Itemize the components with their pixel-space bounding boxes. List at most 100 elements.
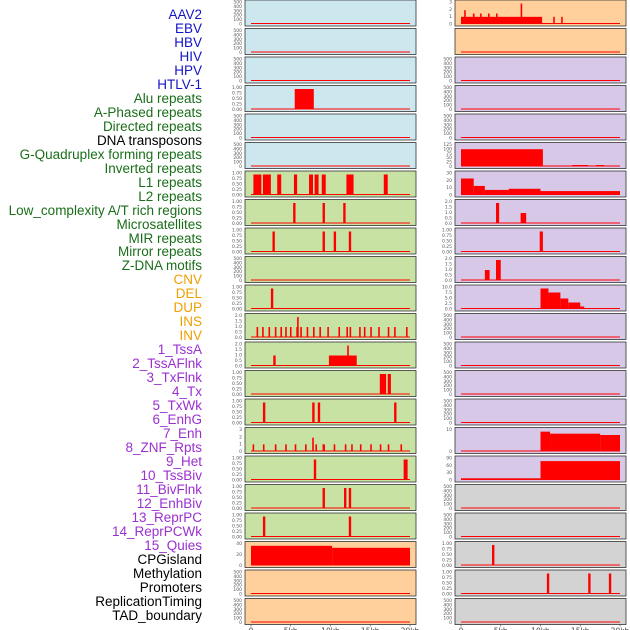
data-bar <box>370 327 372 337</box>
x-tick-label: 10kb <box>531 627 550 630</box>
y-tick-label: 500 <box>233 598 242 604</box>
data-bar <box>461 178 474 195</box>
data-bar <box>403 459 408 480</box>
y-tick-label: 1.00 <box>442 570 452 576</box>
y-tick-label: 200 <box>443 326 452 332</box>
y-tick-label: 0 <box>449 107 452 113</box>
y-tick-label: 0 <box>239 22 242 28</box>
track-label: 6_EnhG <box>152 412 202 428</box>
track-panel <box>244 0 417 27</box>
track-label: EBV <box>174 20 202 36</box>
y-tick-label: 400 <box>233 574 242 580</box>
track-label: 14_ReprPCWk <box>111 523 202 539</box>
y-tick-label: 20 <box>236 552 242 558</box>
y-tick-label: 300 <box>233 37 242 43</box>
y-tick-label: 0 <box>449 449 452 455</box>
data-bar <box>588 573 591 594</box>
y-tick-label: 0.25 <box>232 387 242 393</box>
y-tick-label: 0.75 <box>232 404 242 410</box>
data-bar <box>253 174 262 195</box>
y-tick-label: 5.0 <box>445 296 452 302</box>
y-tick-label: 100 <box>233 274 242 280</box>
data-bar <box>548 292 561 309</box>
y-tick-label: 200 <box>443 127 452 133</box>
y-tick-label: 0.00 <box>232 506 242 512</box>
y-tick-label: 1.5 <box>445 262 452 268</box>
data-bar <box>560 298 569 309</box>
y-tick-label: 0.00 <box>232 392 242 398</box>
y-tick-label: 100 <box>443 74 452 80</box>
y-tick-label: 0 <box>239 563 242 569</box>
y-tick-label: 0.50 <box>442 581 452 587</box>
data-bar <box>306 327 309 337</box>
data-bar <box>520 3 523 24</box>
y-tick-label: 400 <box>443 374 452 380</box>
y-tick-label: 0 <box>449 364 452 370</box>
data-bar <box>322 488 325 508</box>
y-tick-label: 0 <box>239 50 242 56</box>
data-bar <box>262 444 265 451</box>
y-tick-label: 500 <box>233 114 242 120</box>
y-tick-label: 500 <box>443 399 452 405</box>
y-tick-label: 400 <box>443 602 452 608</box>
track-panel <box>244 512 417 540</box>
y-tick-label: 0.25 <box>442 244 452 250</box>
y-tick-label: 100 <box>233 17 242 23</box>
y-tick-label: 500 <box>233 57 242 63</box>
y-tick-label: 1.00 <box>442 228 452 234</box>
y-tick-label: 0.0 <box>235 364 242 370</box>
track-label: TAD_boundary <box>112 607 202 623</box>
data-bar <box>274 444 277 451</box>
data-bar <box>520 213 527 223</box>
y-tick-label: 0 <box>449 620 452 626</box>
y-tick-label: 0.50 <box>232 210 242 216</box>
y-tick-label: 0 <box>449 421 452 427</box>
y-tick-label: 500 <box>443 114 452 120</box>
data-bar <box>285 327 287 337</box>
data-bar <box>473 185 485 195</box>
track-panel <box>244 598 417 625</box>
data-bar <box>464 10 466 24</box>
y-tick-label: 1.5 <box>235 347 242 353</box>
y-tick-label: 0.0 <box>235 335 242 341</box>
track-panel <box>454 484 627 511</box>
data-bar <box>484 270 490 280</box>
y-tick-label: 2.5 <box>445 301 452 307</box>
data-bar <box>348 488 352 508</box>
y-tick-label: 0 <box>449 506 452 512</box>
y-tick-label: 400 <box>443 61 452 67</box>
data-bar <box>568 302 581 309</box>
y-tick-label: 100 <box>443 530 452 536</box>
track-label: Alu repeats <box>133 90 202 106</box>
data-bar <box>488 13 490 24</box>
data-bar <box>300 327 302 337</box>
y-tick-label: 300 <box>443 65 452 71</box>
data-bar <box>309 174 314 195</box>
data-bar <box>461 16 543 24</box>
y-tick-label: 0.0 <box>445 278 452 284</box>
data-bar <box>322 231 325 252</box>
data-bar <box>363 327 366 337</box>
y-tick-label: 1.00 <box>232 228 242 234</box>
y-tick-label: 300 <box>233 265 242 271</box>
y-tick-label: 0.25 <box>442 558 452 564</box>
x-tick-label: 10kb <box>321 627 340 630</box>
x-tick-label: 5kb <box>494 627 508 630</box>
track-panel <box>454 598 627 625</box>
y-tick-label: 0.5 <box>235 358 242 364</box>
y-tick-label: 0.00 <box>442 563 452 569</box>
data-bar <box>394 402 397 423</box>
track-label: 13_ReprPC <box>131 509 202 525</box>
track-panel <box>454 199 627 226</box>
y-tick-label: 0.00 <box>232 478 242 484</box>
y-tick-label: 2.0 <box>235 313 242 319</box>
track-label: L2 repeats <box>138 188 202 204</box>
track-label: 2_TssAFlnk <box>132 356 202 372</box>
y-tick-label: 2.0 <box>445 199 452 205</box>
data-bar <box>394 327 396 337</box>
data-bar <box>317 402 321 423</box>
y-tick-label: 300 <box>233 122 242 128</box>
data-bar <box>495 260 501 280</box>
data-bar <box>344 488 347 508</box>
